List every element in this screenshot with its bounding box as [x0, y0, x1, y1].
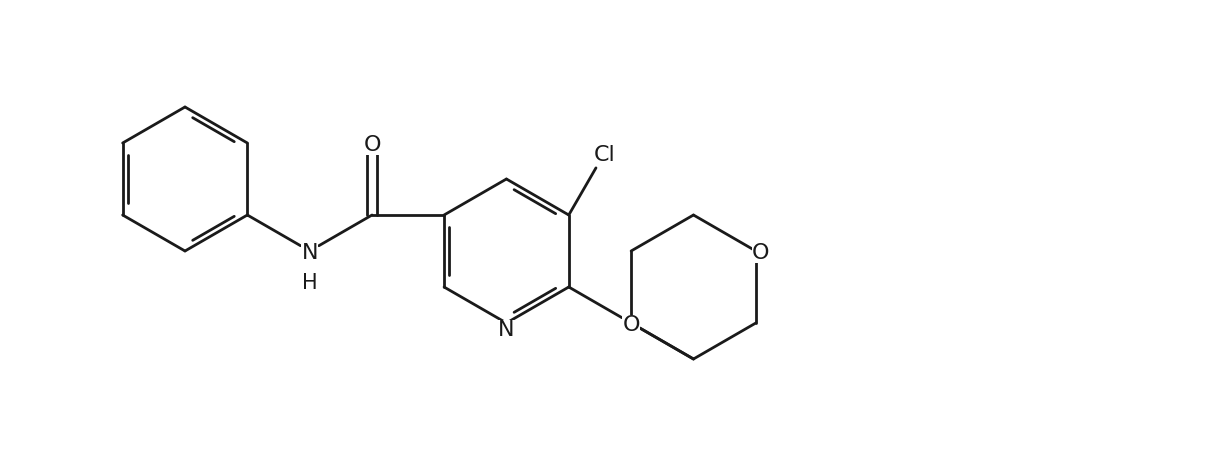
Text: Cl: Cl [593, 145, 615, 164]
Text: N: N [302, 243, 318, 263]
Text: N: N [498, 320, 515, 340]
Text: O: O [752, 243, 770, 263]
Text: O: O [623, 315, 640, 335]
Text: H: H [302, 273, 318, 293]
Text: O: O [363, 135, 381, 155]
